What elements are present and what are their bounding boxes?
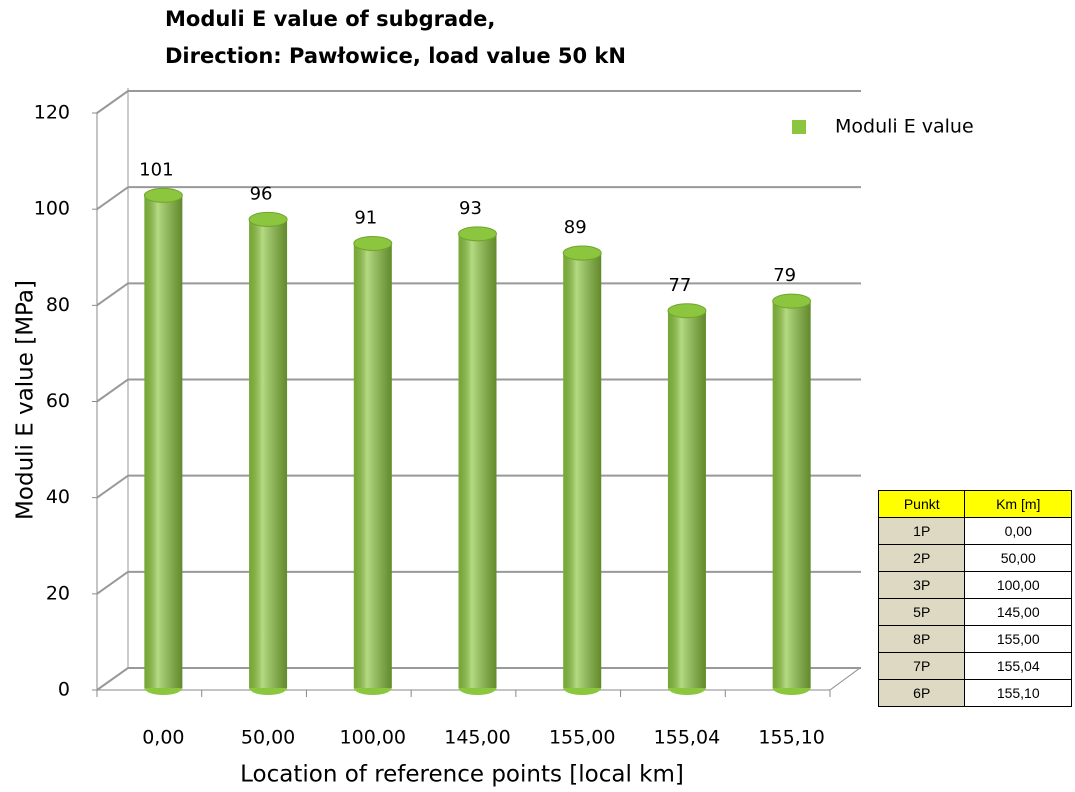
table-row: 2P 50,00 — [877, 544, 1072, 572]
table-cell: 100,00 — [964, 571, 1072, 599]
x-tick-label: 50,00 — [241, 727, 295, 749]
table-cell: 3P — [877, 571, 966, 599]
data-label: 79 — [773, 265, 796, 286]
table-cell: 6P — [877, 679, 966, 707]
legend-swatch — [792, 120, 806, 134]
grid-line — [96, 571, 129, 595]
reference-table: Punkt Km [m] 1P 0,00 2P 50,00 3P 100,00 5P 145,0… — [877, 490, 1072, 707]
table-cell: 5P — [877, 598, 966, 626]
y-tick-label: 20 — [46, 582, 70, 604]
y-axis-title: Moduli E value [MPa] — [13, 280, 39, 520]
table-cell: 155,04 — [964, 652, 1072, 680]
x-tick-label: 0,00 — [142, 727, 184, 749]
table-header-cell: Punkt — [877, 490, 966, 518]
y-tick-label: 100 — [34, 198, 70, 220]
bar-top — [143, 187, 183, 203]
table-cell: 145,00 — [964, 598, 1072, 626]
data-label: 77 — [668, 275, 691, 296]
table-cell: 155,00 — [964, 625, 1072, 653]
bar-shade — [353, 243, 392, 689]
table-row: 7P 155,04 — [877, 652, 1072, 680]
y-tick-label: 40 — [46, 486, 70, 508]
x-tick-label: 100,00 — [340, 727, 406, 749]
bar-top — [458, 226, 497, 242]
y-tick-label: 80 — [46, 294, 70, 316]
data-label: 93 — [459, 198, 482, 219]
table-row: 5P 145,00 — [877, 598, 1072, 626]
y-tick-label: 0 — [58, 679, 70, 701]
bar-top — [353, 235, 393, 251]
grid-line — [96, 474, 129, 499]
bar-top — [772, 293, 812, 309]
table-header: Punkt Km [m] — [877, 490, 1072, 518]
legend-label: Moduli E value — [835, 116, 974, 138]
grid-line — [96, 378, 129, 403]
bar-shade — [563, 253, 602, 688]
data-label: 89 — [564, 217, 587, 238]
table-row: 6P 155,10 — [877, 679, 1072, 707]
chart-title: Moduli E value of subgrade, — [165, 7, 495, 31]
bar-shade — [249, 219, 288, 688]
table-cell: 2P — [877, 544, 966, 572]
y-tick-label: 60 — [46, 390, 70, 412]
table-row: 8P 155,00 — [877, 625, 1072, 653]
bar-shade — [458, 233, 497, 688]
data-label: 96 — [250, 183, 273, 204]
bar-top — [667, 303, 707, 319]
x-tick-label: 155,00 — [549, 727, 615, 749]
grid-line — [96, 282, 129, 307]
grid-line — [96, 186, 129, 210]
chart-subtitle: Direction: Pawłowice, load value 50 kN — [165, 44, 626, 68]
bar-top — [562, 245, 602, 261]
table-body: 1P 0,00 2P 50,00 3P 100,00 5P 145,00 8P 155,00 7P 1… — [877, 517, 1072, 707]
bar-top — [248, 211, 288, 227]
table-row: 1P 0,00 — [877, 517, 1072, 545]
table-cell: 50,00 — [964, 544, 1072, 572]
grid-line — [96, 667, 129, 691]
y-tick-label: 120 — [34, 102, 70, 124]
data-label: 91 — [354, 207, 377, 228]
table-cell: 8P — [877, 625, 966, 653]
x-tick-label: 155,04 — [654, 727, 720, 749]
x-axis-title: Location of reference points [local km] — [240, 762, 684, 788]
table-cell: 0,00 — [964, 517, 1072, 545]
data-label: 101 — [139, 159, 173, 180]
bar-shade — [772, 301, 811, 688]
table-cell: 1P — [877, 517, 966, 545]
bar-shade — [144, 195, 183, 688]
table-cell: 7P — [877, 652, 966, 680]
floor-side — [829, 667, 861, 691]
x-tick-label: 155,10 — [758, 727, 824, 749]
x-tick-label: 145,00 — [444, 727, 510, 749]
bar-shade — [667, 310, 706, 688]
grid-line — [96, 90, 129, 114]
table-cell: 155,10 — [964, 679, 1072, 707]
table-header-cell: Km [m] — [964, 490, 1072, 518]
table-row: 3P 100,00 — [877, 571, 1072, 599]
